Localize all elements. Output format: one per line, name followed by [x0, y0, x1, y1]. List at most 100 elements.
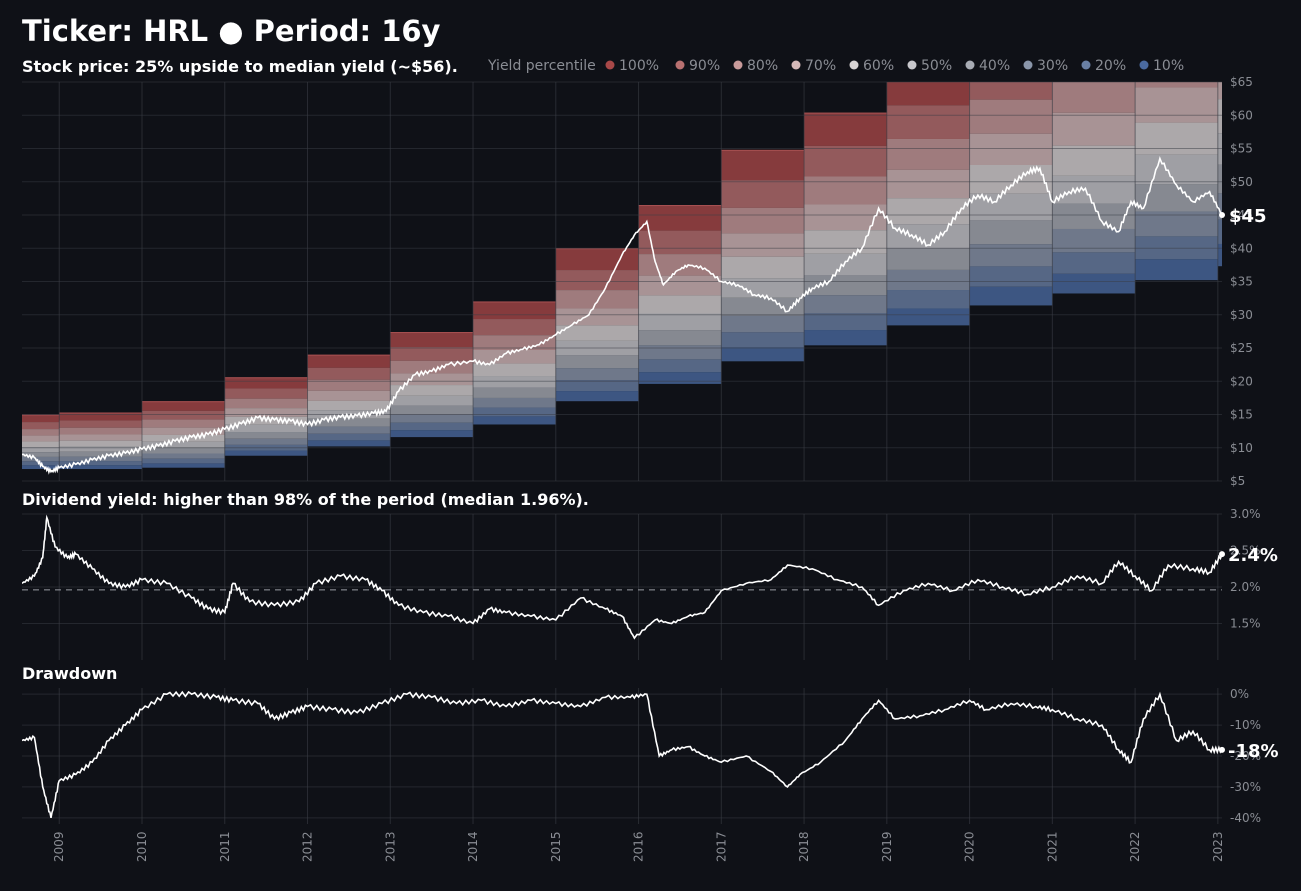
- band-edge: [59, 412, 142, 414]
- legend-label: 80%: [747, 58, 778, 74]
- band-edge: [142, 401, 225, 403]
- legend-label: 10%: [1153, 58, 1184, 74]
- percentile-band: [224, 424, 308, 433]
- percentile-band: [224, 450, 308, 456]
- percentile-bands: [22, 0, 1222, 470]
- percentile-band: [804, 253, 887, 276]
- percentile-band: [59, 461, 142, 466]
- percentile-band: [638, 345, 722, 360]
- percentile-band: [555, 368, 639, 381]
- percentile-band: [721, 233, 805, 257]
- percentile-band: [22, 441, 60, 448]
- percentile-band: [721, 180, 805, 208]
- percentile-band: [1052, 273, 1136, 294]
- percentile-band: [390, 430, 474, 438]
- legend: Yield percentile 100% 90% 80% 70% 60% 50% 40% 30…: [487, 58, 1184, 74]
- drawdown-subtitle: Drawdown: [22, 664, 118, 683]
- percentile-band: [804, 145, 887, 177]
- percentile-band: [1052, 228, 1136, 253]
- percentile-band: [804, 112, 887, 146]
- legend-dot: [907, 60, 917, 70]
- percentile-band: [22, 429, 60, 436]
- percentile-band: [473, 397, 556, 408]
- legend-dot: [733, 60, 743, 70]
- year-tick-label: 2018: [797, 831, 811, 862]
- percentile-band: [638, 330, 722, 346]
- year-tick-label: 2017: [714, 831, 728, 862]
- percentile-band: [142, 441, 225, 448]
- percentile-band: [1135, 0, 1218, 8]
- percentile-band: [307, 440, 391, 447]
- percentile-band: [1052, 82, 1136, 113]
- percentile-band: [721, 315, 805, 333]
- percentile-band: [1135, 154, 1218, 185]
- percentile-band: [721, 149, 805, 181]
- percentile-band: [721, 207, 805, 234]
- year-tick-label: 2010: [135, 831, 149, 862]
- percentile-band: [22, 452, 60, 457]
- legend-dot: [965, 60, 975, 70]
- percentile-band: [473, 349, 556, 364]
- percentile-band: [1217, 193, 1222, 220]
- percentile-band: [969, 99, 1053, 134]
- percentile-band: [555, 248, 639, 271]
- price-subtitle: Stock price: 25% upside to median yield …: [22, 57, 458, 76]
- percentile-band: [969, 82, 1053, 100]
- percentile-band: [804, 230, 887, 254]
- percentile-band: [390, 414, 474, 423]
- page-title: Ticker: HRL ● Period: 16y: [22, 14, 441, 48]
- percentile-band: [1217, 243, 1222, 267]
- price-tick-label: $10: [1230, 441, 1253, 455]
- percentile-band: [473, 387, 556, 398]
- percentile-band: [638, 275, 722, 296]
- legend-label: 100%: [619, 58, 659, 74]
- percentile-band: [142, 458, 225, 464]
- percentile-band: [307, 354, 391, 368]
- legend-label: 60%: [863, 58, 894, 74]
- percentile-band: [969, 266, 1053, 287]
- legend-label: 40%: [979, 58, 1010, 74]
- percentile-band: [142, 453, 225, 459]
- percentile-band: [390, 405, 474, 415]
- percentile-band: [142, 427, 225, 435]
- percentile-band: [224, 408, 308, 417]
- drawdown-tick-label: -30%: [1230, 780, 1261, 794]
- percentile-band: [804, 330, 887, 346]
- year-tick-label: 2022: [1128, 831, 1142, 862]
- legend-dot: [1139, 60, 1149, 70]
- year-tick-label: 2014: [466, 831, 480, 862]
- percentile-band: [721, 347, 805, 362]
- yield-end-label: 2.4%: [1228, 545, 1278, 566]
- percentile-band: [142, 447, 225, 454]
- percentile-band: [555, 391, 639, 402]
- percentile-band: [390, 373, 474, 386]
- percentile-band: [1135, 211, 1218, 237]
- percentile-band: [307, 367, 391, 380]
- percentile-band: [473, 363, 556, 377]
- percentile-band: [1135, 259, 1218, 281]
- band-edge: [638, 205, 722, 207]
- percentile-band: [390, 395, 474, 406]
- percentile-band: [142, 410, 225, 420]
- percentile-band: [1218, 0, 1222, 21]
- band-edge: [307, 354, 391, 356]
- price-tick-label: $45: [1230, 208, 1253, 222]
- percentile-band: [969, 193, 1053, 221]
- percentile-band: [59, 451, 142, 457]
- percentile-band: [1135, 184, 1218, 212]
- percentile-band: [1135, 122, 1218, 155]
- legend-label: 90%: [689, 58, 720, 74]
- drawdown-tick-label: -20%: [1230, 749, 1261, 763]
- band-edge: [390, 332, 474, 334]
- percentile-band: [390, 347, 474, 361]
- percentile-band: [473, 407, 556, 417]
- percentile-band: [473, 416, 556, 425]
- percentile-band: [638, 313, 722, 331]
- legend-dot: [1081, 60, 1091, 70]
- year-tick-label: 2020: [963, 831, 977, 862]
- percentile-band: [390, 332, 474, 348]
- price-tick-label: $60: [1230, 108, 1253, 122]
- price-tick-label: $20: [1230, 374, 1253, 388]
- band-edge: [970, 22, 1053, 23]
